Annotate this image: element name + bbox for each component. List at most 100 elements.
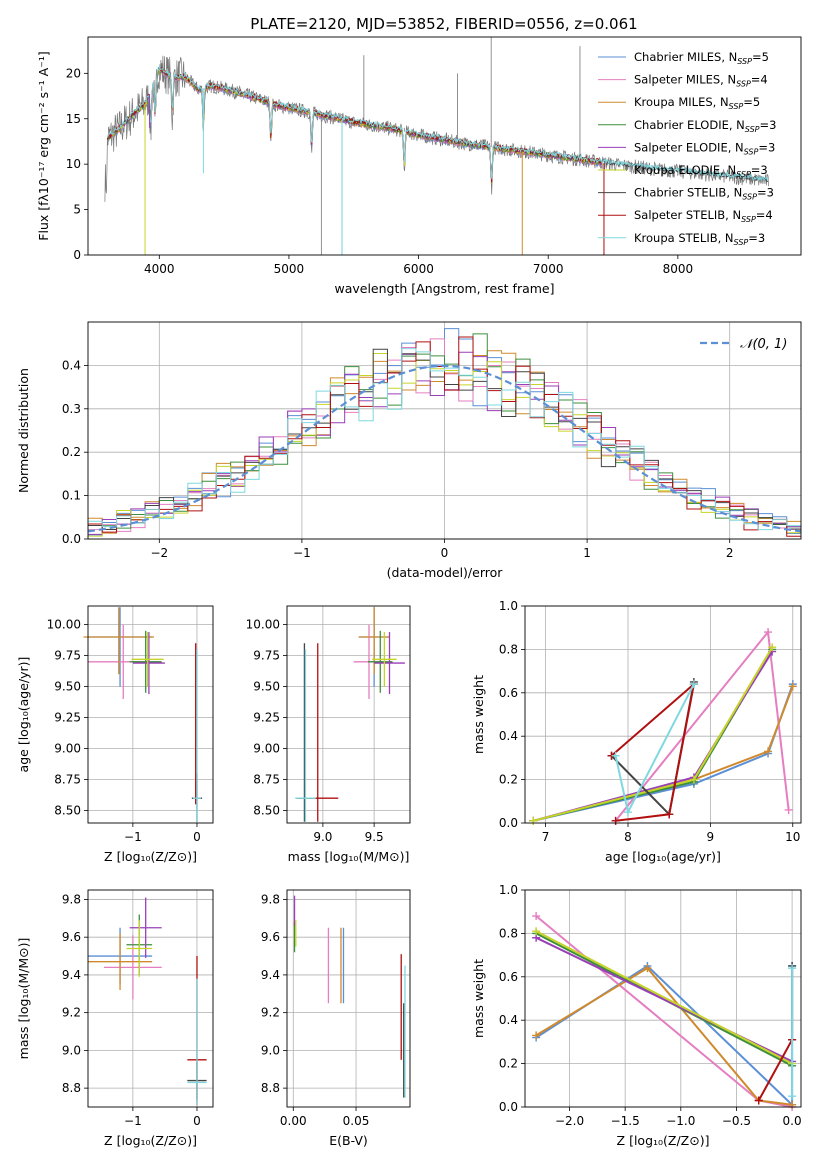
x-tick-label: 9.0: [313, 830, 332, 844]
x-tick-label: 0: [193, 1114, 201, 1128]
legend-label: Kroupa ELODIE, NSSP=3: [634, 163, 768, 179]
legend-label: Kroupa MILES, NSSP=5: [634, 95, 760, 111]
x-tick-label: 10: [785, 830, 800, 844]
x-axis-label: Z [log₁₀(Z/Z⊙)]: [104, 1133, 197, 1148]
weight-marker: [788, 964, 797, 973]
x-axis-label: mass [log₁₀(M/M⊙)]: [288, 849, 410, 864]
y-tick-label: 5: [73, 203, 81, 217]
weight-marker: [768, 643, 777, 652]
y-tick-label: 9.00: [253, 742, 280, 756]
panel-mass-vs-Z: −1 0 8.8 9.0 9.2 9.4 9.6 9.8 Z [log₁₀(Z/Z⊙)] mass…: [16, 889, 214, 1148]
x-tick-label: 0.0: [783, 1114, 802, 1128]
panel-mass-vs-EBV: 0.00 0.05 8.8 9.0 9.2 9.4 9.6 9.8 E(B-V): [261, 889, 411, 1148]
legend-label: Chabrier MILES, NSSP=5: [634, 50, 769, 66]
y-tick-label: 9.4: [261, 968, 280, 982]
y-tick-label: 9.00: [54, 742, 81, 756]
x-tick-label: 6000: [403, 262, 434, 276]
y-tick-label: 9.6: [261, 930, 280, 944]
histogram-plot-area: [88, 328, 801, 537]
x-tick-label: 0.00: [280, 1114, 307, 1128]
y-tick-label: 0.0: [62, 532, 81, 546]
y-tick-label: 9.50: [54, 680, 81, 694]
y-tick-label: 9.25: [253, 711, 280, 725]
weight-line: [757, 1039, 793, 1101]
x-tick-label: 7000: [533, 262, 564, 276]
y-tick-label: 9.25: [54, 711, 81, 725]
y-tick-label: 0.2: [499, 773, 518, 787]
histogram-step-line: [88, 336, 801, 537]
weight-marker: [623, 808, 632, 817]
y-axis-label: mass weight: [471, 675, 486, 754]
y-axis-label: Normed distribution: [16, 368, 31, 493]
x-tick-label: −1.5: [611, 1114, 640, 1128]
y-tick-label: 9.75: [54, 649, 81, 663]
histogram-legend: 𝒩(0, 1): [700, 337, 787, 352]
y-tick-label: 8.8: [261, 1081, 280, 1095]
weight-marker: [532, 912, 541, 921]
y-tick-label: 9.2: [62, 1006, 81, 1020]
x-tick-label: 8000: [663, 262, 694, 276]
y-tick-label: 9.75: [253, 649, 280, 663]
x-tick-label: 9: [707, 830, 715, 844]
y-axis-label: mass weight: [471, 959, 486, 1038]
y-tick-label: 9.4: [62, 968, 81, 982]
panel-spectrum: 4000 5000 6000 7000 8000 0 5 10 15 20 wavelength […: [36, 36, 802, 296]
y-tick-label: 9.0: [261, 1043, 280, 1057]
y-axis-label: age [log₁₀(age/yr)]: [16, 657, 31, 773]
spectrum-model-line: [106, 66, 603, 183]
weight-line: [532, 683, 794, 822]
y-tick-label: 9.8: [261, 892, 280, 906]
weight-marker: [611, 816, 620, 825]
spectrum-model-line: [106, 64, 769, 182]
x-tick-label: 5000: [274, 262, 305, 276]
x-axis-label: E(B-V): [329, 1133, 368, 1148]
x-tick-label: −1: [293, 546, 311, 560]
legend-label: Salpeter STELIB, NSSP=4: [634, 208, 773, 224]
y-tick-label: 0.2: [62, 445, 81, 459]
x-tick-label: 7: [542, 830, 550, 844]
y-axis-label: Flux [fλ10⁻¹⁷ erg cm⁻² s⁻¹ A⁻¹]: [36, 51, 51, 240]
x-tick-label: 1: [583, 546, 591, 560]
weight-marker: [754, 1096, 763, 1105]
y-tick-label: 0.8: [499, 642, 518, 656]
axes-frame: [286, 605, 411, 824]
weight-line: [610, 681, 696, 822]
figure-title: PLATE=2120, MJD=53852, FIBERID=0556, z=0…: [250, 15, 637, 33]
y-tick-label: 9.2: [261, 1006, 280, 1020]
weight-marker: [764, 747, 773, 756]
axes-frame: [87, 889, 214, 1108]
weight-marker: [529, 816, 538, 825]
y-tick-label: 0.6: [499, 970, 518, 984]
legend-label: Chabrier ELODIE, NSSP=3: [634, 118, 776, 134]
histogram-step-line: [88, 351, 801, 535]
y-tick-label: 0: [73, 248, 81, 262]
normal-curve: [88, 364, 801, 533]
axes-frame: [524, 889, 802, 1108]
x-tick-label: −2: [150, 546, 168, 560]
y-tick-label: 10.00: [47, 618, 81, 632]
x-tick-label: 8: [624, 830, 632, 844]
weight-line: [535, 966, 793, 1106]
y-tick-label: 8.50: [253, 804, 280, 818]
legend-label: Kroupa STELIB, NSSP=3: [634, 231, 765, 247]
weight-marker: [532, 1031, 541, 1040]
axes-frame: [87, 605, 214, 824]
weight-marker: [689, 680, 698, 689]
x-tick-label: −1: [124, 830, 142, 844]
y-tick-label: 8.75: [253, 773, 280, 787]
x-tick-label: 0: [193, 830, 201, 844]
legend-label: 𝒩(0, 1): [740, 337, 787, 352]
y-tick-label: 0.4: [499, 1013, 518, 1027]
panel-residuals: −2 −1 0 1 2 0.0 0.1 0.2 0.3 0.4 (data-model)/error…: [16, 321, 802, 580]
x-axis-label: wavelength [Angstrom, rest frame]: [334, 281, 554, 296]
axes-frame: [87, 321, 802, 540]
x-tick-label: −1.0: [666, 1114, 695, 1128]
panel-weight-vs-age: 7 8 9 10 0.0 0.2 0.4 0.6 0.8 1.0 age [log₁₀(age/yr…: [471, 599, 802, 864]
weight-marker: [788, 1100, 797, 1109]
weight-marker: [689, 775, 698, 784]
weight-line: [535, 930, 793, 1065]
x-tick-label: −1: [124, 1114, 142, 1128]
y-tick-label: 9.50: [253, 680, 280, 694]
x-tick-label: 0: [441, 546, 449, 560]
